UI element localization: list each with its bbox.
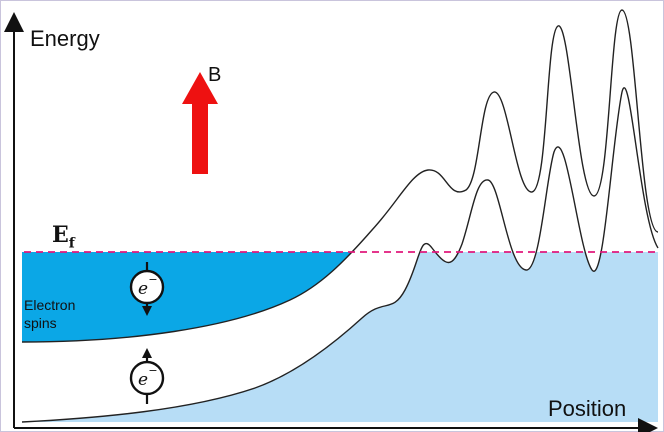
electron-spins-label: Electron spins	[24, 297, 76, 331]
spin-up-electron-icon: e −	[129, 262, 165, 316]
position-axis-label: Position	[548, 396, 627, 421]
up-arrow-icon	[182, 72, 218, 174]
spin-down-electron-icon: e −	[129, 348, 165, 404]
svg-text:−: −	[148, 273, 157, 286]
svg-text:−: −	[148, 364, 157, 377]
energy-axis-label: Energy	[30, 26, 100, 51]
spin-down-band-fill	[22, 252, 658, 422]
spin-up-band-fill	[22, 252, 658, 342]
spin-down-band-curve	[21, 87, 659, 423]
magnetic-field-label: B	[208, 64, 222, 86]
svg-text:e: e	[138, 279, 148, 299]
fermi-level-label: Ef	[52, 222, 75, 252]
svg-text:e: e	[138, 370, 148, 390]
spin-up-band-curve	[21, 9, 659, 343]
